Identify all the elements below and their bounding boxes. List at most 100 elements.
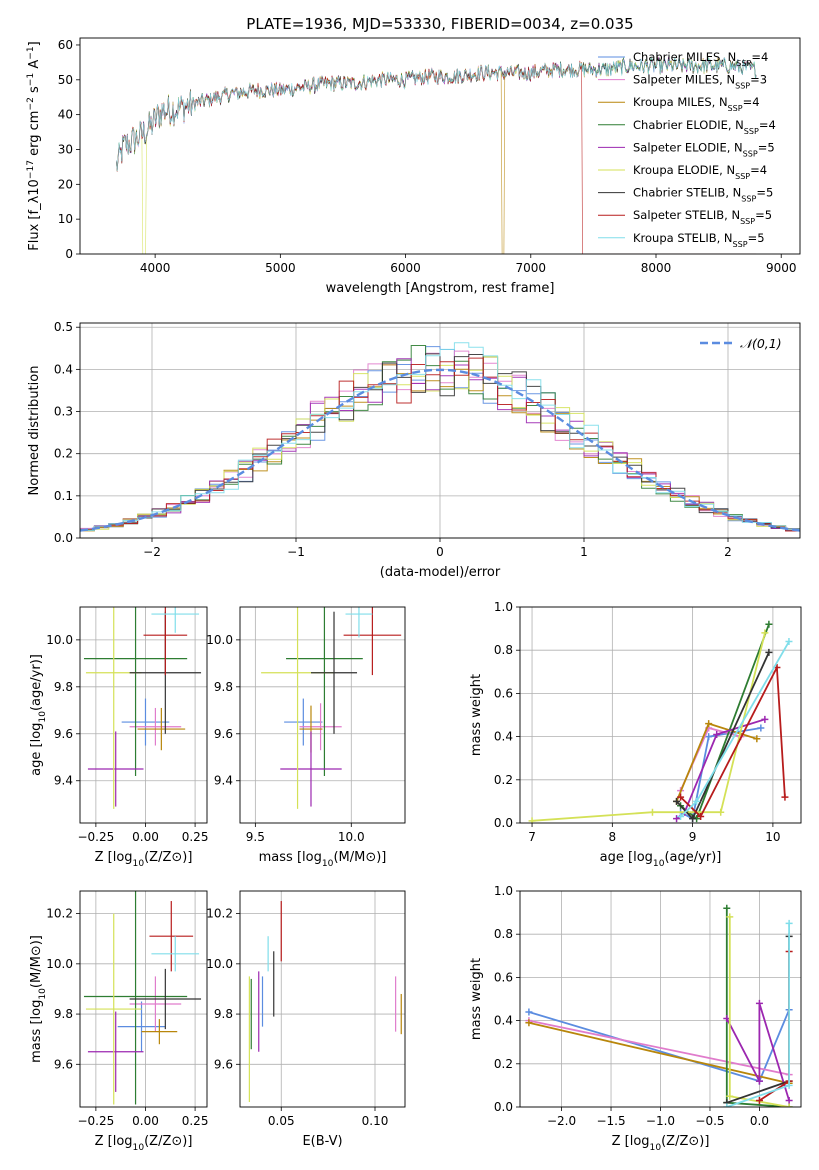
spectrum-legend: Chabrier MILES, NSSP=4 Salpeter MILES, NS…: [598, 50, 776, 248]
legend-label: Chabrier MILES, NSSP=4: [633, 50, 768, 68]
x-tick-label: 0.05: [268, 1114, 295, 1128]
plot-area: [528, 620, 793, 823]
errorbar-point: [83, 891, 188, 1105]
weight-marker: [677, 813, 685, 821]
y-tick-label: 0.8: [494, 643, 513, 657]
weight-series: [673, 648, 773, 823]
weight-marker: [781, 793, 789, 801]
y-tick-label: 9.6: [54, 727, 73, 741]
y-tick-label: 20: [58, 177, 73, 191]
plot-area: [116, 56, 757, 254]
y-tick-label: 10.2: [46, 907, 73, 921]
residuals-legend: 𝒩(0,1): [700, 336, 782, 351]
legend-label: Kroupa ELODIE, NSSP=4: [633, 163, 767, 181]
weight-series: [677, 663, 789, 821]
y-tick-label: 0.1: [54, 489, 73, 503]
plot-area: [83, 891, 202, 1105]
weight-marker: [677, 793, 685, 801]
x-axis-label: age [log10(age/yr)]: [600, 850, 722, 869]
y-tick-label: 0.2: [54, 447, 73, 461]
x-tick-label: 10.0: [338, 830, 365, 844]
weight-marker: [525, 1008, 533, 1016]
errorbar-point: [117, 1001, 166, 1052]
x-axis-label: (data-model)/error: [380, 565, 501, 580]
y-tick-label: 9.8: [54, 680, 73, 694]
y-tick-label: 10: [58, 212, 73, 226]
weight-marker: [765, 648, 773, 656]
x-tick-label: −1.5: [596, 1114, 625, 1128]
legend-label: Salpeter MILES, NSSP=3: [633, 73, 767, 91]
weight-marker: [726, 1092, 734, 1100]
plot-area: [248, 901, 402, 1102]
x-tick-label: 9.5: [246, 830, 265, 844]
weight-line: [528, 1019, 790, 1076]
age-vs-metallicity-panel: −0.25 0.00 0.25 9.4 9.6 9.8 10.0 Z [log10(Z/Z⊙)…: [29, 606, 208, 869]
y-tick-label: 0.5: [54, 320, 73, 334]
weight-marker: [673, 797, 681, 805]
y-tick-label: 0.0: [494, 1100, 513, 1114]
legend-label: Salpeter ELODIE, NSSP=5: [633, 140, 775, 158]
errorbar-point: [151, 607, 200, 633]
y-axis-label: Normed distribution: [27, 366, 42, 496]
x-tick-label: −2.0: [547, 1114, 576, 1128]
plot-area: [83, 607, 202, 809]
legend-label: Salpeter STELIB, NSSP=5: [633, 208, 772, 226]
spectrum-line: [116, 56, 757, 172]
y-tick-label: 9.4: [54, 774, 73, 788]
normal-reference-curve: [80, 368, 800, 532]
x-tick-label: 0.00: [132, 1114, 159, 1128]
y-tick-label: 0.2: [494, 773, 513, 787]
y-tick-label: 9.8: [214, 680, 233, 694]
axes-frame: [239, 606, 406, 824]
y-tick-label: 0.6: [494, 970, 513, 984]
x-tick-label: 1: [580, 545, 588, 559]
weight-series: [726, 913, 793, 1107]
errorbar-point: [83, 607, 188, 777]
weight-marker: [761, 629, 769, 637]
y-tick-label: 0.4: [494, 1014, 513, 1028]
x-tick-label: 9000: [766, 261, 797, 275]
weight-marker: [757, 724, 765, 732]
legend-label: Kroupa STELIB, NSSP=5: [633, 231, 765, 249]
weight-marker: [673, 815, 681, 823]
plot-area: [261, 607, 402, 809]
weight-marker: [705, 720, 713, 728]
weight-marker: [785, 1097, 793, 1105]
axes-frame: [519, 606, 802, 824]
weight-marker: [525, 1019, 533, 1027]
residuals-panel: −2 −1 0 1 2 0.0 0.1 0.2 0.3 0.4 0.5 (data-model)/er…: [27, 320, 801, 580]
spectrum-line: [116, 56, 757, 254]
y-tick-label: 10.0: [46, 633, 73, 647]
x-axis-label: mass [log10(M/M⊙)]: [259, 850, 387, 869]
y-tick-label: 10.0: [46, 957, 73, 971]
x-tick-label: 0: [436, 545, 444, 559]
weight-series: [723, 999, 793, 1105]
weight-marker: [705, 733, 713, 741]
x-tick-label: 7000: [516, 261, 547, 275]
spectrum-line: [116, 60, 757, 254]
y-tick-label: 0.8: [494, 927, 513, 941]
y-tick-label: 0.4: [494, 730, 513, 744]
x-tick-label: 0.0: [750, 1114, 769, 1128]
y-axis-label: mass weight: [469, 958, 484, 1040]
weight-line: [679, 664, 786, 818]
y-tick-label: 0.0: [54, 531, 73, 545]
errorbar-point: [149, 901, 194, 972]
y-tick-label: 1.0: [494, 884, 513, 898]
x-axis-label: wavelength [Angstrom, rest frame]: [326, 281, 555, 296]
errorbar-point: [286, 607, 363, 777]
plot-area: [80, 342, 800, 532]
weight-marker: [755, 1077, 763, 1085]
x-tick-label: 0.10: [362, 1114, 389, 1128]
y-tick-label: 0.3: [54, 405, 73, 419]
x-tick-label: 8: [609, 830, 617, 844]
y-tick-label: 0.4: [54, 362, 73, 376]
weight-marker: [755, 999, 763, 1007]
x-tick-label: 0.00: [132, 830, 159, 844]
spectrum-line: [116, 57, 757, 254]
weight-marker: [755, 1097, 763, 1105]
mass-vs-metallicity-panel: −0.25 0.00 0.25 9.6 9.8 10.0 10.2 Z [log10(Z/Z⊙…: [29, 890, 208, 1153]
weight-marker: [785, 638, 793, 646]
histogram-step: [80, 342, 800, 531]
y-tick-label: 10.2: [206, 907, 233, 921]
